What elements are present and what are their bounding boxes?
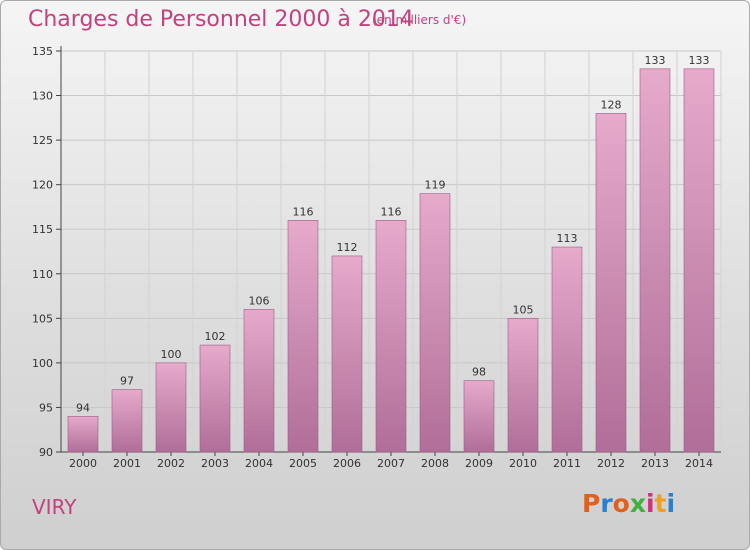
bar-value-label: 119	[425, 179, 446, 192]
y-tick-label: 100	[32, 357, 53, 370]
bar	[243, 309, 275, 453]
logo-letter: P	[582, 489, 601, 518]
x-tick-label: 2003	[201, 457, 229, 470]
bar-value-label: 100	[161, 348, 182, 361]
bar	[155, 362, 187, 453]
logo-letter: r	[600, 489, 613, 518]
bar-value-label: 106	[249, 294, 270, 307]
y-tick-label: 120	[32, 179, 53, 192]
x-tick-label: 2006	[333, 457, 361, 470]
chart-subtitle: (en milliers d'€)	[372, 13, 467, 27]
x-tick-label: 2009	[465, 457, 493, 470]
x-tick-label: 2014	[685, 457, 713, 470]
x-tick-label: 2001	[113, 457, 141, 470]
bar	[639, 68, 671, 453]
x-tick-label: 2008	[421, 457, 449, 470]
bar-value-label: 94	[76, 401, 90, 414]
data-labels: 94 97 100 102 106 116 112 116 119 98 105 113 128 133 1…	[76, 54, 710, 415]
logo-letter: i	[646, 489, 655, 518]
bar	[419, 193, 451, 453]
bar	[551, 246, 583, 453]
bar-value-label: 112	[337, 241, 358, 254]
bar	[67, 416, 99, 453]
bar-value-label: 116	[293, 205, 314, 218]
bar-value-label: 105	[513, 303, 534, 316]
x-tick-label: 2007	[377, 457, 405, 470]
x-tick-label: 2005	[289, 457, 317, 470]
logo-letter: t	[654, 489, 667, 518]
logo-letter: i	[666, 489, 676, 518]
x-tick-label: 2000	[69, 457, 97, 470]
y-tick-label: 90	[39, 446, 53, 459]
y-tick-label: 95	[39, 401, 53, 414]
bar-value-label: 133	[645, 54, 666, 67]
bar	[683, 68, 715, 453]
y-tick-label: 105	[32, 312, 53, 325]
bar-value-label: 116	[381, 205, 402, 218]
y-tick-label: 130	[32, 90, 53, 103]
bar	[507, 318, 539, 453]
bar	[463, 380, 495, 453]
logo-letter: x	[629, 489, 646, 518]
y-tick-label: 125	[32, 134, 53, 147]
x-tick-label: 2012	[597, 457, 625, 470]
bar	[287, 220, 319, 453]
x-tick-label: 2002	[157, 457, 185, 470]
bar	[375, 220, 407, 453]
bar-value-label: 97	[120, 375, 134, 388]
bar	[595, 113, 627, 453]
x-tick-label: 2004	[245, 457, 273, 470]
y-tick-label: 135	[32, 45, 53, 58]
bar-value-label: 102	[205, 330, 226, 343]
bar	[199, 344, 231, 453]
x-tick-label: 2013	[641, 457, 669, 470]
y-tick-label: 115	[32, 223, 53, 236]
bar-value-label: 113	[557, 232, 578, 245]
bar	[331, 255, 363, 453]
bar	[111, 389, 143, 453]
bars	[67, 68, 715, 453]
chart-title: Charges de Personnel 2000 à 2014	[28, 7, 414, 32]
bar-value-label: 128	[601, 98, 622, 111]
y-tick-label: 110	[32, 268, 53, 281]
logo-letter: o	[612, 489, 630, 518]
proxiti-logo: Proxiti	[582, 489, 675, 518]
bar-value-label: 133	[689, 54, 710, 67]
x-tick-label: 2010	[509, 457, 537, 470]
bar-value-label: 98	[472, 366, 486, 379]
x-tick-label: 2011	[553, 457, 581, 470]
axes: 90 95 100 105 110 115 120 125 130 135 2000 2001 2002…	[32, 45, 721, 470]
city-name: VIRY	[32, 495, 77, 519]
